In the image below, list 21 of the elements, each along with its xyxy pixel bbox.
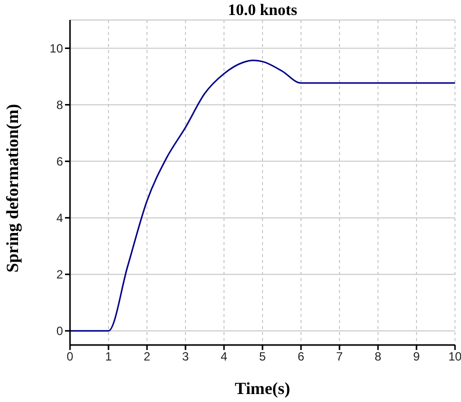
x-tick-label: 5 (259, 350, 266, 364)
y-axis-title: Spring deformation(m) (3, 104, 22, 272)
x-tick-label: 7 (336, 350, 344, 364)
x-tick-label: 4 (220, 350, 228, 364)
line-series (70, 60, 455, 332)
x-tick-label: 10 (448, 350, 461, 364)
y-tick-label: 6 (56, 154, 64, 169)
x-tick-label: 9 (413, 350, 420, 364)
x-tick-label: 6 (298, 350, 305, 364)
x-tick-label: 8 (374, 350, 382, 364)
x-tick-label: 2 (144, 350, 151, 364)
y-tick-label: 0 (56, 324, 64, 338)
y-tick-label: 4 (56, 211, 64, 226)
x-tick-label: 3 (182, 350, 190, 364)
y-tick-label: 10 (50, 42, 64, 56)
y-tick-label: 8 (56, 98, 64, 112)
y-tick-label: 2 (56, 268, 64, 282)
chart-title: 10.0 knots (226, 2, 298, 20)
x-axis-title: Time(s) (234, 379, 290, 398)
x-tick-label: 1 (105, 350, 112, 364)
x-tick-label: 0 (66, 350, 74, 364)
